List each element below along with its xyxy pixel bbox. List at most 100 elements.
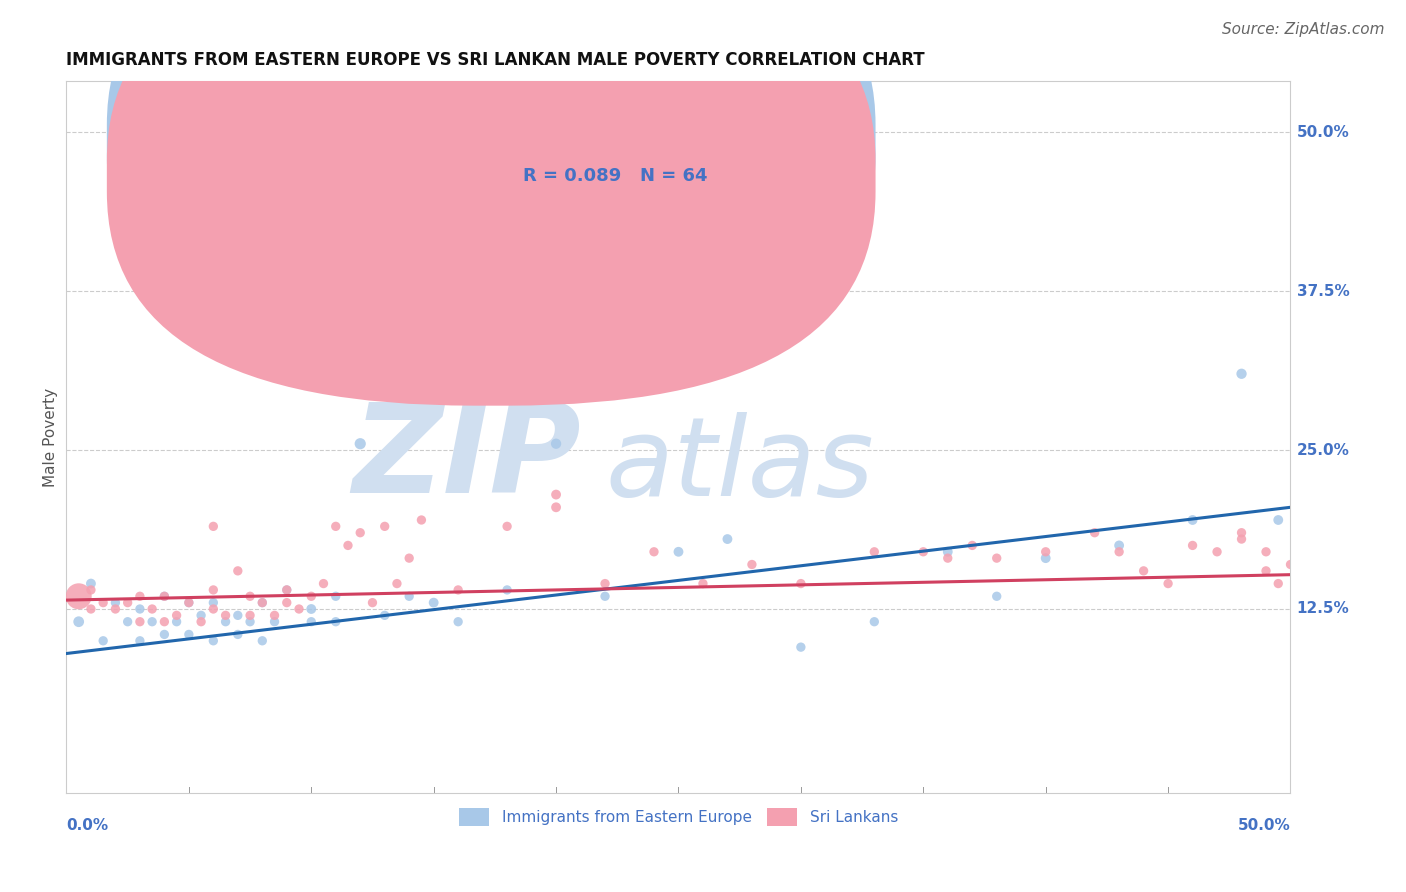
Point: [1084, 525, 1107, 540]
Point: [91, 596, 114, 610]
Point: [544, 500, 567, 515]
Point: [276, 582, 298, 597]
Text: 37.5%: 37.5%: [1296, 284, 1350, 299]
Point: [960, 538, 983, 552]
Point: [177, 596, 200, 610]
Point: [361, 596, 384, 610]
Point: [312, 576, 335, 591]
Text: 12.5%: 12.5%: [1296, 601, 1350, 616]
Point: [263, 608, 285, 623]
Point: [117, 596, 139, 610]
Point: [790, 640, 813, 654]
FancyBboxPatch shape: [107, 0, 876, 370]
Point: [1157, 576, 1180, 591]
Point: [411, 513, 433, 527]
Point: [299, 589, 322, 603]
Point: [153, 589, 176, 603]
Point: [1230, 525, 1253, 540]
Point: [128, 602, 150, 616]
Point: [936, 551, 959, 566]
Point: [716, 532, 738, 546]
Point: [496, 582, 519, 597]
Point: [276, 582, 298, 597]
Point: [385, 576, 408, 591]
Point: [190, 608, 212, 623]
Point: [276, 596, 298, 610]
Point: [986, 551, 1008, 566]
Point: [128, 589, 150, 603]
Point: [128, 615, 150, 629]
Point: [299, 615, 322, 629]
Point: [104, 602, 127, 616]
Point: [1230, 367, 1253, 381]
Point: [325, 589, 347, 603]
Text: R = 0.396   N = 47: R = 0.396 N = 47: [523, 131, 707, 150]
Y-axis label: Male Poverty: Male Poverty: [44, 388, 58, 487]
Point: [128, 633, 150, 648]
Point: [67, 589, 90, 603]
Point: [239, 589, 262, 603]
Point: [153, 615, 176, 629]
Point: [239, 608, 262, 623]
Point: [104, 596, 127, 610]
FancyBboxPatch shape: [446, 110, 825, 213]
Point: [190, 615, 212, 629]
Text: ZIP: ZIP: [352, 398, 581, 519]
Point: [288, 602, 311, 616]
Point: [166, 615, 188, 629]
Point: [1035, 545, 1057, 559]
Point: [202, 519, 225, 533]
Point: [374, 519, 396, 533]
Point: [166, 608, 188, 623]
Point: [912, 545, 935, 559]
Point: [80, 602, 103, 616]
Point: [325, 519, 347, 533]
Point: [117, 615, 139, 629]
Point: [447, 615, 470, 629]
Point: [226, 227, 249, 241]
Text: 25.0%: 25.0%: [1296, 442, 1350, 458]
Point: [398, 551, 420, 566]
Point: [1206, 545, 1229, 559]
FancyBboxPatch shape: [107, 0, 876, 406]
Point: [141, 602, 163, 616]
Text: Source: ZipAtlas.com: Source: ZipAtlas.com: [1222, 22, 1385, 37]
Point: [141, 615, 163, 629]
Point: [91, 633, 114, 648]
Point: [1035, 551, 1057, 566]
Point: [593, 576, 616, 591]
Point: [239, 615, 262, 629]
Point: [544, 436, 567, 450]
Point: [80, 576, 103, 591]
Point: [1267, 513, 1289, 527]
Point: [1279, 558, 1302, 572]
Point: [80, 582, 103, 597]
Point: [668, 545, 690, 559]
Point: [202, 582, 225, 597]
Point: [496, 519, 519, 533]
Text: R = 0.089   N = 64: R = 0.089 N = 64: [523, 167, 707, 185]
Point: [349, 525, 371, 540]
Point: [1108, 545, 1130, 559]
Point: [1254, 564, 1277, 578]
Point: [398, 589, 420, 603]
Point: [336, 538, 359, 552]
Point: [325, 615, 347, 629]
Point: [422, 596, 444, 610]
Text: atlas: atlas: [605, 412, 873, 519]
Point: [593, 589, 616, 603]
Point: [986, 589, 1008, 603]
Point: [226, 627, 249, 641]
Point: [214, 615, 236, 629]
Point: [741, 558, 763, 572]
Point: [349, 436, 371, 450]
Point: [863, 545, 886, 559]
Point: [936, 545, 959, 559]
Point: [1267, 576, 1289, 591]
Point: [202, 633, 225, 648]
Point: [1254, 545, 1277, 559]
Legend: Immigrants from Eastern Europe, Sri Lankans: Immigrants from Eastern Europe, Sri Lank…: [453, 802, 904, 832]
Point: [692, 576, 714, 591]
Point: [202, 602, 225, 616]
Point: [252, 596, 274, 610]
